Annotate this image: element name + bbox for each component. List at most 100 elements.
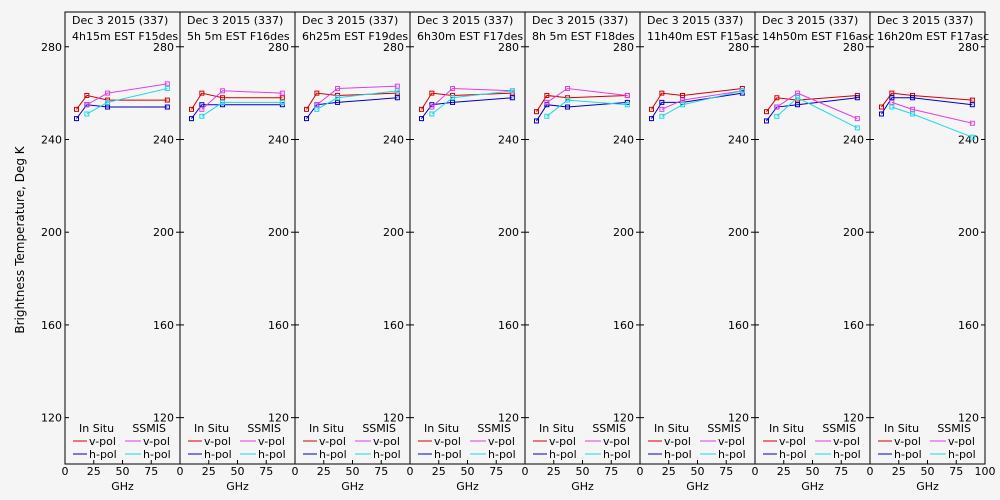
legend-label: v-pol	[488, 435, 515, 448]
legend-label: v-pol	[948, 435, 975, 448]
legend-label: h-pol	[779, 448, 807, 461]
data-point-insitu_v	[314, 90, 320, 96]
y-tick-label: 200	[498, 226, 519, 239]
data-point-insitu_h	[910, 95, 916, 101]
y-tick-label: 120	[41, 412, 62, 425]
data-point-ssmis_h	[889, 104, 895, 110]
x-tick-label: 25	[892, 465, 906, 478]
data-point-insitu_v	[189, 106, 194, 112]
legend-label: h-pol	[833, 448, 861, 461]
legend-label: h-pol	[373, 448, 401, 461]
x-tick-label: 0	[292, 465, 299, 478]
data-point-insitu_v	[879, 104, 884, 110]
data-point-insitu_v	[774, 95, 780, 101]
data-point-insitu_h	[164, 104, 170, 110]
legend-label: h-pol	[434, 448, 462, 461]
series-line-ssmis_h	[316, 90, 398, 110]
data-point-insitu_h	[659, 99, 665, 105]
data-point-ssmis_h	[335, 95, 341, 101]
legend-title-insitu: In Situ	[309, 422, 344, 435]
y-tick-label: 240	[958, 133, 979, 146]
y-tick-label: 200	[958, 226, 979, 239]
y-tick-label: 240	[728, 133, 749, 146]
data-point-ssmis_v	[84, 102, 90, 108]
x-axis-label: GHz	[456, 480, 479, 493]
data-point-ssmis_v	[624, 92, 630, 98]
legend-label: v-pol	[434, 435, 461, 448]
series-line-ssmis_v	[776, 92, 858, 120]
y-tick-label: 240	[613, 133, 634, 146]
y-tick-label: 200	[843, 226, 864, 239]
legend-label: h-pol	[948, 448, 976, 461]
series-line-insitu_v	[536, 94, 628, 112]
data-point-insitu_v	[889, 90, 895, 96]
series-line-ssmis_h	[431, 90, 513, 115]
data-point-insitu_v	[419, 106, 424, 112]
legend-label: h-pol	[549, 448, 577, 461]
data-point-insitu_h	[879, 111, 884, 117]
data-point-insitu_h	[189, 116, 194, 122]
x-tick-label: 0	[522, 465, 529, 478]
legend-label: v-pol	[549, 435, 576, 448]
series-line-ssmis_h	[201, 101, 283, 117]
y-tick-label: 120	[843, 412, 864, 425]
data-point-insitu_h	[450, 99, 456, 105]
data-point-insitu_h	[534, 118, 539, 124]
series-line-ssmis_h	[546, 99, 628, 117]
data-point-ssmis_h	[509, 88, 515, 94]
x-tick-label: 0	[867, 465, 874, 478]
panel-title: Dec 3 2015 (337)	[417, 14, 513, 27]
y-tick-label: 280	[383, 41, 404, 54]
x-tick-label: 50	[806, 465, 820, 478]
series-line-insitu_h	[766, 97, 858, 122]
y-tick-label: 240	[41, 133, 62, 146]
x-tick-label: 75	[259, 465, 273, 478]
x-tick-label: 0	[752, 465, 759, 478]
data-point-insitu_h	[199, 102, 205, 108]
y-tick-label: 200	[728, 226, 749, 239]
y-tick-label: 120	[498, 412, 519, 425]
x-tick-label: 50	[691, 465, 705, 478]
legend-label: v-pol	[204, 435, 231, 448]
series-line-insitu_v	[76, 94, 168, 110]
legend-title-insitu: In Situ	[194, 422, 229, 435]
x-tick-label: 0	[177, 465, 184, 478]
legend-label: h-pol	[488, 448, 516, 461]
data-point-insitu_h	[394, 95, 400, 101]
panel-title: Dec 3 2015 (337)	[647, 14, 743, 27]
data-point-ssmis_v	[394, 83, 400, 89]
x-axis-label: GHz	[916, 480, 939, 493]
y-tick-label: 120	[153, 412, 174, 425]
x-tick-label: 25	[202, 465, 216, 478]
y-tick-label: 280	[268, 41, 289, 54]
y-tick-label: 200	[268, 226, 289, 239]
data-point-ssmis_h	[105, 99, 111, 105]
x-tick-label: 75	[834, 465, 848, 478]
legend-label: h-pol	[319, 448, 347, 461]
data-point-ssmis_h	[739, 88, 745, 94]
y-tick-label: 120	[268, 412, 289, 425]
series-line-ssmis_v	[891, 101, 973, 124]
x-tick-label: 75	[949, 465, 963, 478]
data-point-insitu_h	[649, 116, 654, 122]
series-line-insitu_h	[421, 97, 513, 119]
panel-subtitle: 11h40m EST F15asc	[647, 30, 759, 43]
legend-title-insitu: In Situ	[769, 422, 804, 435]
panel-subtitle: 6h30m EST F17des	[417, 30, 523, 43]
data-point-ssmis_v	[774, 104, 780, 110]
x-axis-label: GHz	[111, 480, 134, 493]
data-point-ssmis_h	[199, 113, 205, 119]
series-line-insitu_v	[191, 92, 283, 110]
panel-subtitle: 8h 5m EST F18des	[532, 30, 635, 43]
x-tick-label: 0	[637, 465, 644, 478]
data-point-ssmis_h	[314, 106, 320, 112]
legend-title-ssmis: SSMIS	[592, 422, 626, 435]
series-line-insitu_h	[536, 101, 628, 122]
y-tick-label: 160	[728, 319, 749, 332]
panel-title: Dec 3 2015 (337)	[532, 14, 628, 27]
y-tick-label: 280	[958, 41, 979, 54]
panel-subtitle: 14h50m EST F16asc	[762, 30, 874, 43]
series-line-ssmis_v	[546, 87, 628, 103]
y-tick-label: 240	[383, 133, 404, 146]
data-point-ssmis_h	[774, 113, 780, 119]
